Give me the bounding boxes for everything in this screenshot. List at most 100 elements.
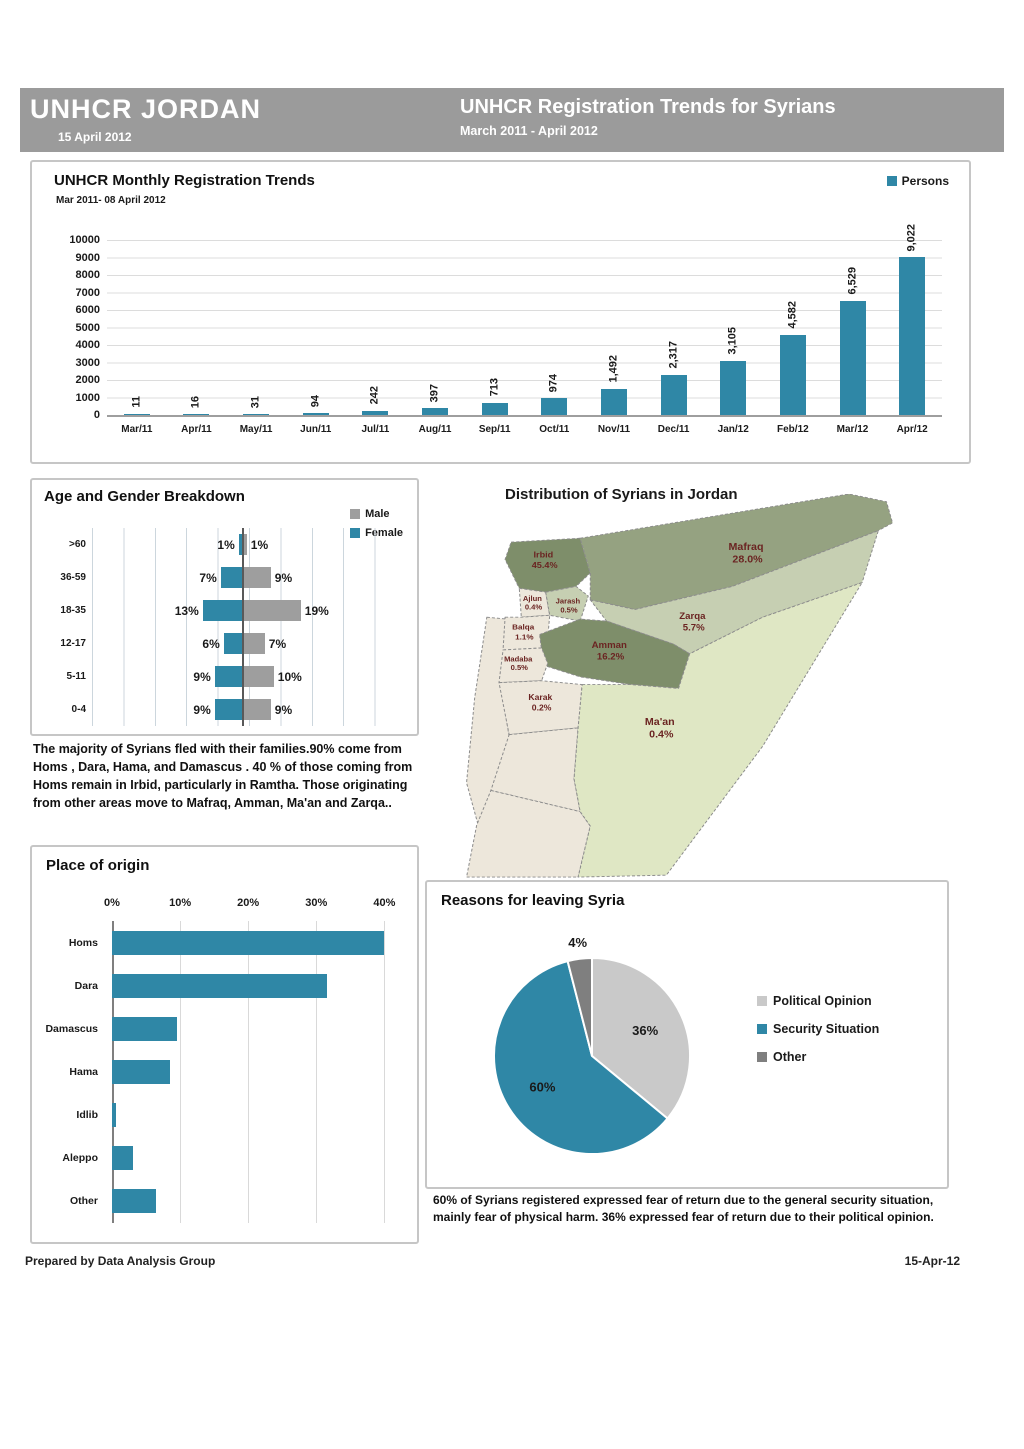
female-bar (220, 567, 242, 588)
legend-row-male: Male (350, 508, 403, 520)
x-axis-label: Jun/11 (300, 424, 332, 435)
y-axis-label: 3000 (75, 356, 100, 369)
monthly-bar-column: 9,022 (882, 224, 942, 415)
x-axis-label: 30% (305, 897, 328, 909)
age-category-label: 5-11 (66, 671, 86, 682)
male-side: 19% (241, 594, 406, 627)
bar (720, 360, 747, 415)
map-region-madaba (498, 647, 549, 684)
female-pct-label: 6% (202, 636, 220, 651)
age-rows: 1% 1% 7% 9% 13% 19% 6% 7% 9% 10% 9% 9% (92, 528, 406, 726)
origin-category-label: Hama (69, 1066, 98, 1078)
bar-value-label: 974 (547, 373, 560, 392)
monthly-xlabels: Mar/11 Apr/11 May/11 Jun/11 Jul/11 Aug/11 Sep/… (107, 424, 942, 435)
report-title: UNHCR Registration Trends for Syrians (460, 96, 836, 118)
y-axis-label: 0 (93, 409, 100, 421)
org-title: UNHCR JORDAN (30, 94, 262, 124)
map-region-ajlun (518, 587, 551, 618)
bar (839, 300, 866, 415)
male-pct-label: 9% (274, 702, 293, 717)
map-label-ajlun: Ajlun 0.4% (523, 594, 544, 611)
female-pct-label: 9% (193, 669, 211, 684)
map-label-madaba: Madaba 0.5% (504, 655, 534, 672)
male-bar (243, 699, 271, 720)
bar-value-label: 16 (189, 395, 202, 408)
reasons-pie: 36% 60% 4% (493, 935, 691, 1155)
bar-value-label: 242 (368, 386, 381, 405)
female-side: 13% (92, 600, 242, 621)
origin-ticks: 0% 10% 20% 30% 40% (104, 897, 398, 913)
female-side: 1% (92, 534, 242, 555)
map-title: Distribution of Syrians in Jordan (505, 486, 738, 503)
bar (112, 1189, 156, 1213)
legend-row-security-situation: Security Situation (757, 1022, 879, 1036)
map-label-karak: Karak 0.2% (528, 692, 554, 712)
age-category-label: 36-59 (60, 572, 86, 583)
report-date: 15 April 2012 (58, 130, 132, 144)
monthly-legend: Persons (886, 174, 949, 188)
gridline (316, 921, 318, 1223)
bar (422, 408, 449, 415)
bar (541, 398, 568, 415)
origin-cats: Homs Dara Damascus Hama Idlib Aleppo Other (36, 921, 106, 1223)
male-pct-label: 19% (304, 603, 329, 618)
x-axis-label: Jul/11 (361, 424, 390, 435)
age-category-label: 12-17 (60, 638, 86, 649)
x-axis-label: Mar/12 (836, 424, 869, 435)
bar (112, 1060, 170, 1084)
map-region-mafraq (579, 494, 894, 610)
jordan-map: Irbid 45.4% Ajlun 0.4% Jarash 0.5% Mafra… (466, 494, 894, 878)
y-axis-label: 9000 (75, 251, 100, 264)
bar-value-label: 6,529 (846, 267, 858, 295)
bar (123, 414, 150, 415)
report-period: March 2011 - April 2012 (460, 124, 598, 138)
origin-category-label: Homs (68, 937, 98, 949)
origin-category-label: Dara (74, 980, 98, 992)
map-region-maan (573, 582, 863, 878)
reasons-title: Reasons for leaving Syria (441, 892, 625, 909)
y-axis-label: 10000 (69, 234, 100, 246)
female-bar (238, 534, 242, 555)
legend-swatch-male (350, 509, 361, 519)
bar (660, 374, 687, 415)
female-side: 9% (92, 699, 242, 720)
map-region-jarash (545, 585, 589, 622)
reasons-panel: Reasons for leaving Syria 36% 60% 4% Polit… (425, 880, 949, 1189)
families-narrative: The majority of Syrians fled with their … (33, 742, 413, 811)
origin-category-label: Idlib (76, 1109, 98, 1121)
legend-label-other: Other (773, 1050, 807, 1064)
footer-credit: Prepared by Data Analysis Group (25, 1254, 216, 1268)
x-axis-label: Dec/11 (657, 424, 690, 435)
female-pct-label: 1% (217, 537, 235, 552)
bar (779, 334, 806, 415)
pie-slice-political-opinion (591, 956, 691, 1120)
monthly-bar-column: 4,582 (763, 240, 823, 415)
bar (600, 388, 627, 415)
monthly-trends-subtitle: Mar 2011- 08 April 2012 (56, 195, 166, 206)
map-label-irbid: Irbid 45.4% (532, 550, 558, 570)
monthly-bar-column: 397 (405, 240, 465, 415)
map-label-jarash: Jarash 0.5% (556, 597, 583, 614)
female-pct-label: 9% (193, 702, 211, 717)
monthly-trends-panel: UNHCR Monthly Registration Trends Mar 20… (30, 160, 971, 464)
monthly-bar-column: 713 (465, 240, 525, 415)
monthly-bar-column: 31 (226, 240, 286, 415)
age-category-label: 18-35 (60, 605, 86, 616)
monthly-bar-column: 974 (524, 240, 584, 415)
bar-value-label: 31 (249, 395, 262, 408)
footer-date: 15-Apr-12 (904, 1254, 960, 1268)
bar-value-label: 94 (309, 395, 322, 408)
male-bar (243, 633, 265, 654)
monthly-bar-column: 242 (346, 240, 406, 415)
bar (481, 402, 508, 415)
map-region-karak (498, 680, 583, 736)
female-bar (214, 699, 242, 720)
age-row: 7% 9% (92, 561, 406, 594)
bar-value-label: 3,105 (726, 327, 739, 355)
monthly-bar-column: 11 (107, 240, 167, 415)
monthly-bar-column: 3,105 (703, 240, 763, 415)
map-label-amman: Amman 16.2% (592, 639, 630, 661)
origin-category-label: Aleppo (62, 1152, 98, 1164)
bar (899, 257, 926, 415)
bar (362, 410, 389, 415)
